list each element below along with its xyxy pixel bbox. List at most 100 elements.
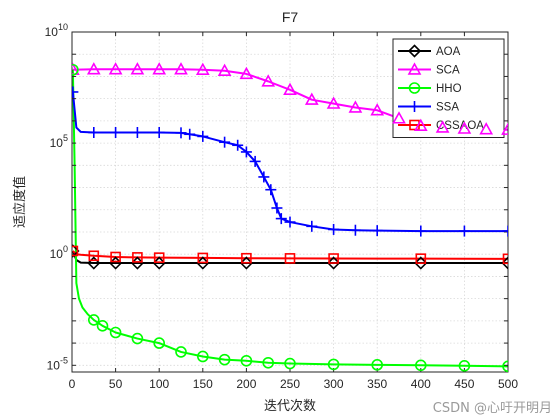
axis-ticks: 0 50 100 150 200 250 300 350 400 450 500 10-5 100 105… bbox=[45, 22, 519, 391]
data-point-hho bbox=[284, 357, 296, 370]
data-point-ssa bbox=[72, 86, 79, 98]
data-point-aoa bbox=[87, 256, 101, 270]
data-point-sca bbox=[501, 122, 508, 135]
data-point-hho bbox=[240, 354, 253, 367]
y-tick-label: 10-5 bbox=[47, 355, 68, 372]
data-point-aoa bbox=[239, 256, 254, 270]
data-point-hho bbox=[175, 346, 187, 358]
x-tick-label: 500 bbox=[498, 377, 518, 391]
data-point-sca bbox=[435, 120, 450, 133]
data-point-ssa bbox=[88, 127, 100, 139]
data-point-ssa bbox=[271, 202, 283, 214]
x-tick-label: 50 bbox=[109, 377, 123, 391]
data-point-cssaoa bbox=[284, 253, 296, 264]
data-point-ssa bbox=[232, 139, 244, 151]
data-point-hho bbox=[72, 63, 79, 76]
data-point-sca bbox=[239, 66, 254, 80]
data-point-ssa bbox=[328, 223, 340, 235]
data-point-sca bbox=[392, 111, 406, 124]
data-point-hho bbox=[502, 360, 508, 372]
x-tick-label: 200 bbox=[236, 377, 256, 391]
x-tick-label: 450 bbox=[454, 377, 474, 391]
data-point-hho bbox=[88, 314, 100, 326]
data-point-ssa bbox=[249, 155, 261, 167]
data-point-ssa bbox=[175, 127, 187, 139]
data-point-sca bbox=[86, 62, 101, 75]
data-point-sca bbox=[370, 103, 385, 116]
data-point-ssa bbox=[458, 225, 470, 237]
x-tick-label: 300 bbox=[324, 377, 344, 391]
x-tick-label: 250 bbox=[280, 377, 300, 391]
data-point-ssa bbox=[110, 127, 122, 139]
data-point-hho bbox=[327, 358, 340, 371]
legend-label-cssaoa: CSSAOA bbox=[436, 120, 484, 132]
data-point-sca bbox=[326, 96, 341, 109]
data-point-sca bbox=[479, 122, 494, 135]
x-tick-label: 400 bbox=[411, 377, 431, 391]
legend-label-hho: HHO bbox=[436, 83, 462, 95]
data-point-cssaoa bbox=[110, 251, 121, 263]
x-tick-label: 100 bbox=[149, 377, 169, 391]
data-point-ssa bbox=[306, 220, 318, 232]
data-point-sca bbox=[152, 62, 167, 75]
marker-group bbox=[72, 62, 508, 372]
data-point-cssaoa bbox=[88, 250, 100, 262]
data-point-aoa bbox=[72, 244, 80, 258]
data-point-sca bbox=[261, 74, 276, 87]
series-line-hho bbox=[72, 69, 508, 368]
legend-marker-hho bbox=[408, 82, 421, 94]
data-point-hho bbox=[218, 353, 231, 366]
data-point-ssa bbox=[197, 130, 209, 142]
data-point-aoa bbox=[501, 256, 508, 270]
data-point-ssa bbox=[275, 213, 287, 225]
data-point-cssaoa bbox=[502, 253, 508, 265]
x-axis-label: 迭代次数 bbox=[264, 398, 316, 414]
y-tick-label: 105 bbox=[50, 133, 68, 150]
legend: AOA SCA HHO SSA CSSAOA bbox=[392, 38, 505, 138]
data-point-cssaoa bbox=[72, 245, 79, 257]
legend-label-sca: SCA bbox=[436, 65, 460, 77]
data-point-hho bbox=[197, 350, 209, 363]
data-point-sca bbox=[108, 62, 123, 75]
data-point-sca bbox=[130, 62, 145, 75]
watermark: CSDN @心吁开明月 bbox=[432, 401, 552, 416]
data-point-aoa bbox=[414, 256, 428, 270]
data-point-hho bbox=[96, 319, 109, 332]
data-point-hho bbox=[262, 356, 275, 369]
data-point-sca bbox=[413, 118, 428, 132]
data-point-hho bbox=[458, 360, 471, 372]
data-point-sca bbox=[457, 121, 472, 134]
data-point-ssa bbox=[153, 127, 165, 139]
data-point-ssa bbox=[349, 224, 361, 236]
data-point-ssa bbox=[131, 127, 143, 139]
data-point-ssa bbox=[184, 128, 196, 140]
chart-title: F7 bbox=[282, 9, 299, 25]
data-point-hho bbox=[153, 337, 165, 349]
legend-marker-sca bbox=[407, 62, 422, 75]
data-point-hho bbox=[131, 332, 144, 345]
legend-label-ssa: SSA bbox=[436, 102, 459, 114]
legend-label-aoa: AOA bbox=[436, 46, 461, 58]
data-point-ssa bbox=[371, 225, 383, 237]
data-point-ssa bbox=[284, 216, 296, 228]
data-point-cssaoa bbox=[132, 252, 143, 263]
y-tick-label: 1010 bbox=[45, 22, 68, 39]
data-point-aoa bbox=[196, 256, 210, 270]
y-tick-label: 100 bbox=[50, 244, 68, 261]
data-point-hho bbox=[414, 359, 427, 372]
data-point-ssa bbox=[258, 171, 270, 183]
series-line-aoa bbox=[72, 250, 508, 265]
y-axis-label: 适应度值 bbox=[12, 176, 28, 228]
data-point-cssaoa bbox=[328, 253, 339, 264]
x-tick-label: 0 bbox=[69, 377, 76, 391]
data-point-aoa bbox=[326, 256, 341, 270]
data-point-cssaoa bbox=[153, 252, 165, 263]
legend-marker-aoa bbox=[407, 44, 422, 58]
data-point-aoa bbox=[152, 256, 166, 270]
data-point-sca bbox=[304, 92, 319, 105]
legend-marker-ssa bbox=[409, 101, 420, 112]
grid-lines bbox=[72, 32, 508, 372]
data-point-sca bbox=[174, 62, 188, 75]
data-point-cssaoa bbox=[241, 252, 252, 264]
